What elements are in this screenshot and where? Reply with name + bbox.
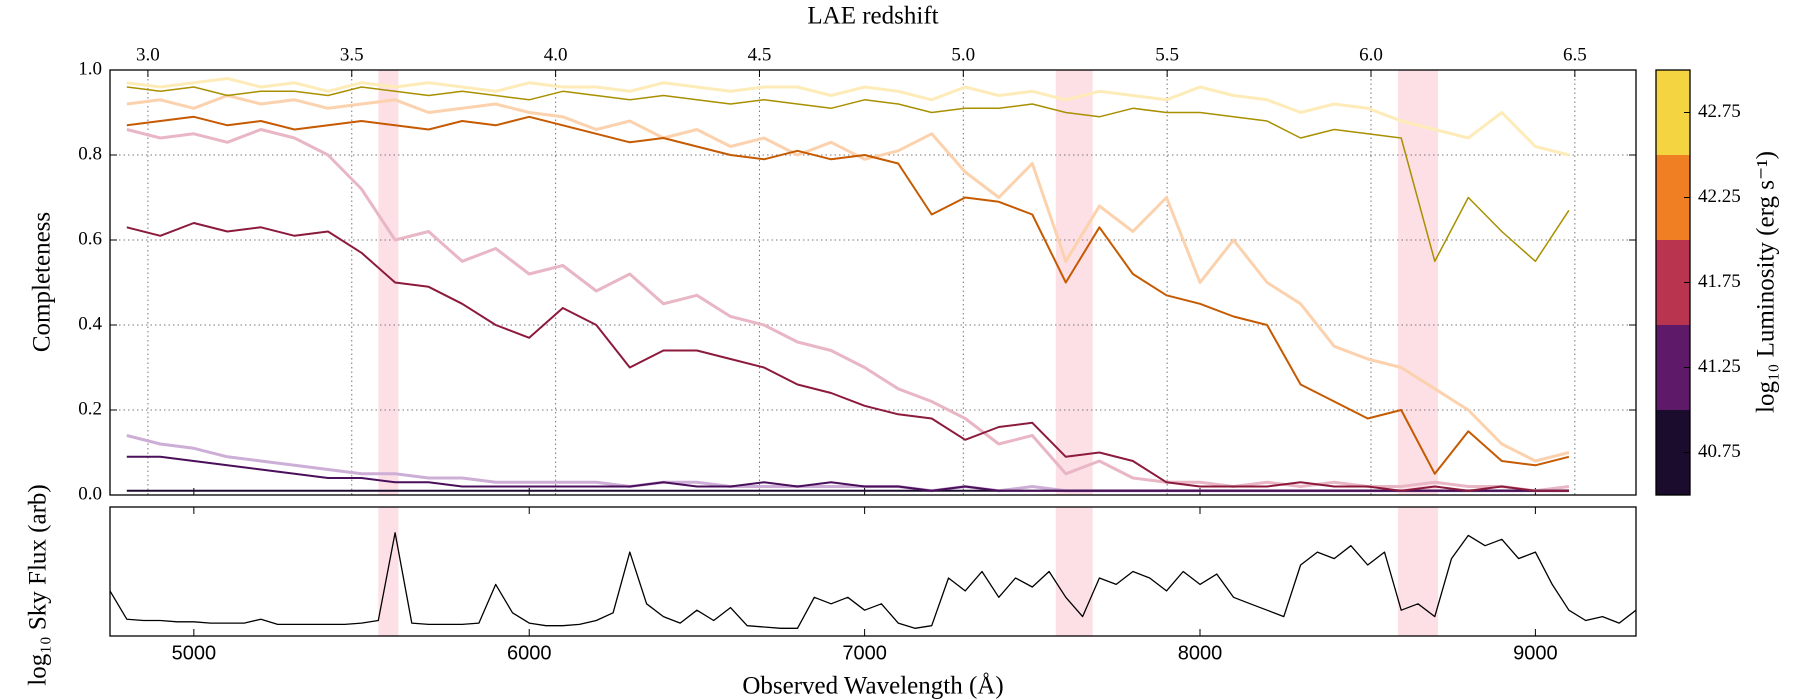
colorbar-tick-label: 41.25 — [1698, 356, 1741, 377]
shaded-region — [1055, 507, 1093, 636]
x-tick-label: 5000 — [172, 642, 217, 664]
y-tick-label: 0.6 — [78, 228, 102, 249]
series-line — [126, 222, 1569, 492]
x-axis-label: Observed Wavelength (Å) — [742, 673, 1003, 700]
series-line — [126, 434, 1569, 493]
y-axis-label: Completeness — [29, 212, 56, 352]
colorbar-tick-label: 42.75 — [1698, 101, 1741, 122]
x2-tick-label: 4.5 — [748, 44, 772, 65]
series-line — [109, 532, 1637, 629]
sky-y-axis-label: log₁₀ Sky Flux (arb) — [25, 484, 52, 685]
y-tick-label: 0.8 — [78, 143, 102, 164]
shaded-region — [1397, 70, 1439, 495]
x2-tick-label: 5.0 — [951, 44, 975, 65]
y-tick-label: 0.0 — [78, 483, 102, 504]
y-tick-label: 1.0 — [78, 58, 102, 79]
colorbar-tick-label: 42.25 — [1698, 186, 1741, 207]
y-tick-label: 0.2 — [78, 398, 102, 419]
x-tick-label: 9000 — [1513, 642, 1558, 664]
x2-tick-label: 6.5 — [1563, 44, 1587, 65]
colorbar-label: log₁₀ Luminosity (erg s⁻¹) — [1753, 151, 1780, 413]
axes-frame — [109, 506, 1637, 637]
shaded-region — [378, 70, 399, 495]
top-axis-label: LAE redshift — [807, 3, 938, 30]
x-tick-label: 8000 — [1178, 642, 1223, 664]
series-line — [126, 77, 1570, 157]
x2-tick-label: 3.0 — [136, 44, 160, 65]
series-line — [126, 455, 1569, 492]
x2-tick-label: 6.0 — [1359, 44, 1383, 65]
x2-tick-label: 5.5 — [1155, 44, 1179, 65]
x-tick-label: 7000 — [842, 642, 887, 664]
x-tick-label: 6000 — [507, 642, 552, 664]
x2-tick-label: 4.0 — [544, 44, 568, 65]
shaded-region — [378, 507, 399, 636]
series-line — [126, 86, 1570, 263]
y-tick-label: 0.4 — [78, 313, 102, 334]
shaded-region — [1055, 70, 1093, 495]
colorbar-tick-label: 41.75 — [1698, 271, 1741, 292]
series-line — [126, 115, 1570, 475]
colorbar-tick-label: 40.75 — [1698, 441, 1741, 462]
x2-tick-label: 3.5 — [340, 44, 364, 65]
series-line — [126, 94, 1570, 463]
series-line — [126, 128, 1570, 493]
axes-frame — [109, 69, 1637, 496]
shaded-region — [1397, 507, 1439, 636]
